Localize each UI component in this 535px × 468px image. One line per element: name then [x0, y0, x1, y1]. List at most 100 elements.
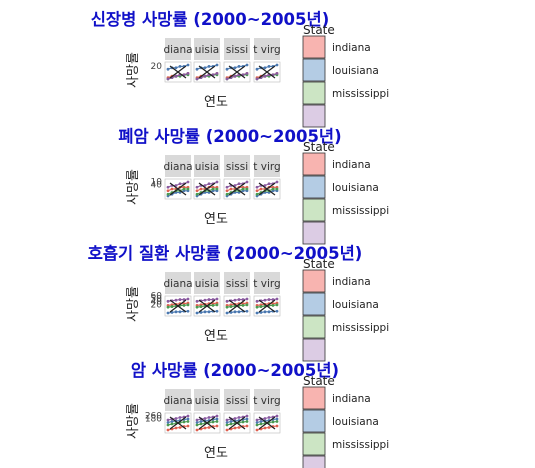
data-point	[245, 297, 249, 301]
data-point	[255, 428, 259, 432]
data-point	[195, 67, 199, 71]
data-point	[174, 426, 178, 430]
data-point	[195, 423, 199, 427]
data-point	[255, 67, 259, 71]
data-point	[211, 420, 215, 424]
data-point	[207, 298, 211, 301]
data-point	[166, 421, 170, 424]
panel-cross-mark	[169, 416, 187, 430]
panel-cross-mark	[198, 416, 216, 430]
panel-cross-mark	[169, 65, 187, 79]
data-point	[207, 426, 211, 429]
x-axis-label: 연도	[204, 446, 228, 461]
data-point	[195, 311, 199, 315]
data-point	[178, 426, 182, 429]
panel-cross-mark	[228, 65, 246, 79]
data-point	[259, 305, 263, 308]
data-point	[271, 187, 275, 191]
data-point	[271, 304, 275, 307]
legend-label: indiana	[332, 159, 371, 171]
data-point	[275, 72, 279, 75]
facet-strip	[165, 38, 191, 60]
x-axis-label: 연도	[204, 95, 228, 110]
facet-panel-louisiana: uisia	[193, 389, 221, 434]
data-point	[178, 310, 182, 314]
y-axis-label: 사망률	[126, 403, 141, 439]
panel-cross-mark	[258, 299, 276, 313]
data-point	[166, 192, 170, 196]
facet-panel-indiana: diana	[163, 272, 193, 317]
data-point	[245, 417, 249, 421]
x-axis-label: 연도	[204, 212, 228, 227]
data-point	[178, 298, 182, 301]
data-point	[215, 180, 219, 184]
data-point	[195, 299, 199, 303]
facet-strip-label: t virg	[253, 278, 280, 290]
legend-key	[302, 175, 326, 199]
data-point	[241, 187, 245, 191]
data-point	[166, 418, 170, 422]
data-point	[275, 187, 279, 191]
facet-strip-label: sissi	[226, 44, 248, 56]
data-point	[267, 182, 271, 186]
panel-cross-mark	[258, 65, 276, 79]
chart-title: 암 사망률 (2000~2005년)	[131, 361, 339, 380]
legend-label: indiana	[332, 42, 371, 54]
legend-key	[302, 338, 326, 362]
data-point	[215, 420, 219, 423]
data-point	[174, 74, 178, 78]
facet-strip	[194, 155, 220, 177]
y-tick-label: 20	[151, 62, 163, 72]
chart-title: 폐암 사망률 (2000~2005년)	[118, 127, 341, 146]
y-tick-label: 40	[151, 298, 163, 308]
data-point	[195, 305, 199, 309]
data-point	[186, 424, 190, 428]
data-point	[166, 423, 170, 427]
data-point	[267, 65, 271, 68]
data-point	[207, 416, 211, 419]
facet-panel-west-virginia: t virg	[253, 155, 281, 200]
data-point	[255, 305, 259, 309]
facet-strip-label: sissi	[226, 278, 248, 290]
y-tick-label: 180	[145, 415, 162, 425]
data-point	[225, 192, 229, 196]
data-point	[255, 299, 259, 303]
facet-panel-west-virginia: t virg	[253, 38, 281, 83]
facet-strip	[194, 38, 220, 60]
data-point	[203, 310, 207, 314]
panel-cross-mark	[258, 182, 276, 196]
data-point	[170, 305, 174, 308]
facet-strip	[254, 155, 280, 177]
data-point	[178, 65, 182, 68]
data-point	[195, 189, 199, 193]
data-point	[186, 72, 190, 75]
facet-strip-label: t virg	[253, 161, 280, 173]
data-point	[263, 74, 267, 78]
data-point	[245, 303, 249, 307]
facet-panel-louisiana: uisia	[193, 155, 221, 200]
data-point	[263, 426, 267, 430]
legend-key	[302, 386, 326, 410]
data-point	[174, 417, 178, 420]
data-point	[255, 421, 259, 424]
data-point	[186, 309, 190, 313]
chart-title: 호흡기 질환 사망률 (2000~2005년)	[88, 243, 363, 263]
facet-panel-mississippi: sissi	[223, 38, 251, 83]
data-point	[237, 416, 241, 419]
data-point	[215, 414, 219, 418]
data-point	[245, 187, 249, 191]
data-point	[233, 66, 237, 70]
facet-strip	[254, 389, 280, 411]
data-point	[275, 63, 279, 67]
data-point	[271, 420, 275, 424]
data-point	[275, 414, 279, 418]
facet-panel-mississippi: sissi	[223, 389, 251, 434]
legend-key	[302, 409, 326, 433]
data-point	[263, 417, 267, 420]
data-point	[229, 420, 233, 423]
data-point	[174, 298, 178, 302]
data-point	[166, 67, 170, 71]
data-point	[203, 184, 207, 187]
data-point	[215, 417, 219, 421]
